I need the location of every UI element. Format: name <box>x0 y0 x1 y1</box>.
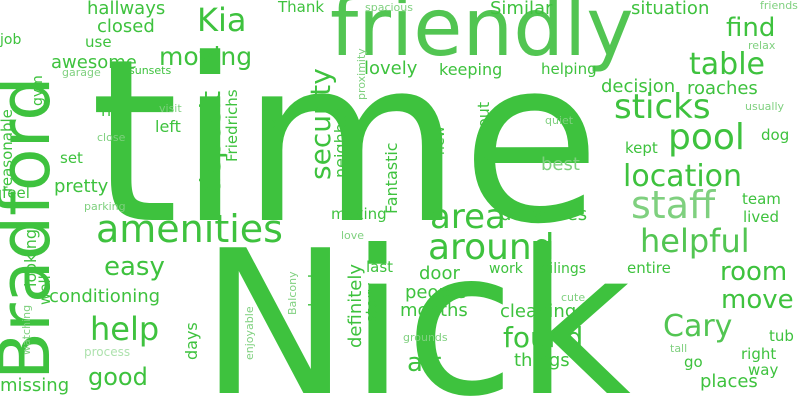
word-way: way <box>748 361 779 379</box>
word-visit: visit <box>159 102 182 115</box>
word-room: room <box>720 257 788 287</box>
word-amenities: amenities <box>96 207 283 251</box>
word-help: help <box>90 310 160 348</box>
word-gym: gym <box>30 75 46 106</box>
word-people: people <box>405 282 467 303</box>
word-back: back <box>305 268 324 307</box>
word-parking: parking <box>84 200 126 213</box>
word-set: set <box>60 149 83 167</box>
word-area: area <box>430 197 506 237</box>
word-months: months <box>400 300 468 321</box>
word-kept: kept <box>625 139 658 157</box>
word-hot: hot <box>101 101 128 120</box>
word-proximity: proximity <box>355 48 368 100</box>
word-find: find <box>726 13 776 43</box>
word-sunsets: sunsets <box>129 64 172 77</box>
word-friends: friends <box>760 0 798 12</box>
word-love: love <box>341 229 365 242</box>
word-hallways: hallways <box>87 0 166 19</box>
word-kia: Kia <box>197 1 247 39</box>
word-awesome: awesome <box>51 52 137 73</box>
word-cary: Cary <box>663 309 733 344</box>
word-places: places <box>700 371 758 392</box>
word-neighbor: neighbor <box>331 106 350 178</box>
word-last: last <box>366 258 394 276</box>
word-deposit: deposit <box>194 90 227 194</box>
word-moving: moving <box>159 42 253 71</box>
word-staff: staff <box>631 183 716 227</box>
word-usually: usually <box>745 100 785 113</box>
word-tub: tub <box>769 327 794 345</box>
word-pool: pool <box>668 117 745 158</box>
word-good: good <box>88 363 148 391</box>
word-roaches: roaches <box>687 78 758 99</box>
word-use: use <box>85 33 112 51</box>
word-conditioning: conditioning <box>49 286 161 307</box>
word-team: team <box>742 190 781 208</box>
word-entire: entire <box>627 259 671 277</box>
word-right: right <box>741 345 777 363</box>
word-friedrichs: Friedrichs <box>223 89 241 162</box>
word-table: table <box>689 47 765 82</box>
word-tall: tall <box>670 342 688 355</box>
word-work: work <box>489 261 523 277</box>
word-decision: decision <box>601 76 676 97</box>
word-helpful: helpful <box>640 222 750 260</box>
word-friendly: friendly <box>330 0 634 74</box>
word-thank: Thank <box>278 0 325 16</box>
word-lovely: lovely <box>364 58 418 79</box>
word-making: making <box>331 205 387 223</box>
word-pretty: pretty <box>54 176 109 197</box>
word-well: well <box>36 275 54 305</box>
word-process: process <box>84 345 131 359</box>
word-deliveries: deliveries <box>500 204 588 225</box>
word-door: door <box>419 263 460 284</box>
word-new: new <box>432 126 448 155</box>
word-location: location <box>623 159 743 194</box>
word-enjoyable: enjoyable <box>243 306 256 360</box>
word-without: without <box>474 101 493 162</box>
word-watching: watching <box>20 304 33 355</box>
word-cleaning: cleaning <box>500 301 577 322</box>
word-easy: easy <box>104 252 165 282</box>
word-grounds: grounds <box>403 331 448 344</box>
word-garage: garage <box>62 66 101 79</box>
word-nan: nan <box>254 99 284 148</box>
word-found: found <box>503 321 584 354</box>
word-move: move <box>721 285 794 315</box>
word-quiet: quiet <box>545 114 574 127</box>
word-things: things <box>514 350 570 371</box>
word-spacious: spacious <box>365 1 413 14</box>
word-relax: relax <box>748 39 776 52</box>
word-time: time <box>90 11 601 274</box>
word-similar: Similar <box>490 0 553 19</box>
word-days: days <box>182 322 201 360</box>
word-lived: lived <box>743 208 779 226</box>
word-best: best <box>541 154 580 175</box>
word-ceilings: ceilings <box>533 261 587 277</box>
word-fantastic: Fantastic <box>382 142 401 214</box>
word-dog: dog <box>761 126 790 144</box>
word-situation: situation <box>631 0 710 19</box>
word-air: air <box>407 348 441 378</box>
word-feel: feel <box>2 184 30 202</box>
word-reasonable: reasonable <box>0 109 16 192</box>
word-nick: Nick <box>200 208 631 400</box>
word-missing: missing <box>0 375 70 396</box>
word-close: close <box>97 131 126 144</box>
word-go: go <box>684 353 703 371</box>
word-sticks: sticks <box>614 87 711 127</box>
word-left: left <box>155 117 181 136</box>
word-around: around <box>428 227 555 268</box>
word-story: story <box>362 282 381 323</box>
word-cute: cute <box>561 291 586 304</box>
word-keeping: keeping <box>439 60 503 79</box>
word-job: job <box>0 32 22 48</box>
word-balcony: Balcony <box>286 271 299 315</box>
word-helping: helping <box>541 60 597 78</box>
word-closed: closed <box>97 16 155 37</box>
